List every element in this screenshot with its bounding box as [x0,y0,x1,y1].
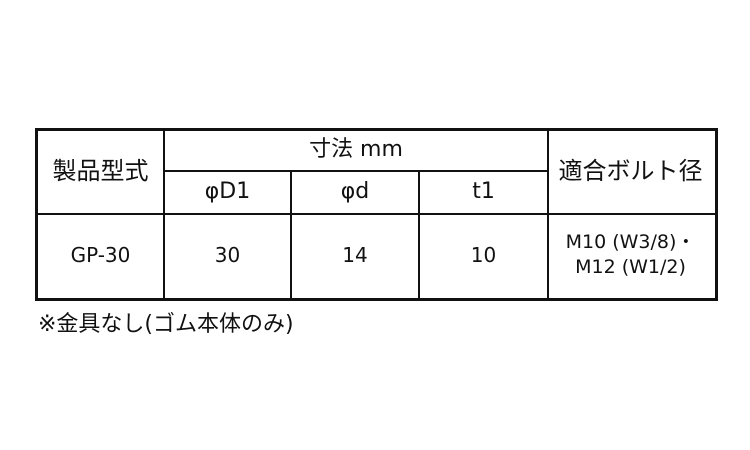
cell-d: 14 [342,243,368,267]
cell-t1: 10 [470,243,497,267]
cell-model: GP-30 [70,243,131,267]
header-dimensions: 寸法 mm [309,137,403,163]
header-model: 製品型式 [52,157,149,186]
divider [418,171,420,301]
header-t1: t1 [472,179,495,205]
header-d: φd [340,179,370,205]
header-d1: φD1 [204,179,251,205]
divider [163,170,549,172]
footnote: ※金具なし(ゴム本体のみ) [38,312,294,337]
divider [290,171,292,301]
header-bolt: 適合ボルト径 [558,157,703,186]
divider [35,213,715,215]
cell-d1: 30 [214,243,241,267]
cell-bolt: M10 (W3/8)・ M12 (W1/2) [549,215,712,295]
bolt-line-1: M10 (W3/8)・ [565,231,696,254]
bolt-line-2: M12 (W1/2) [575,256,686,278]
